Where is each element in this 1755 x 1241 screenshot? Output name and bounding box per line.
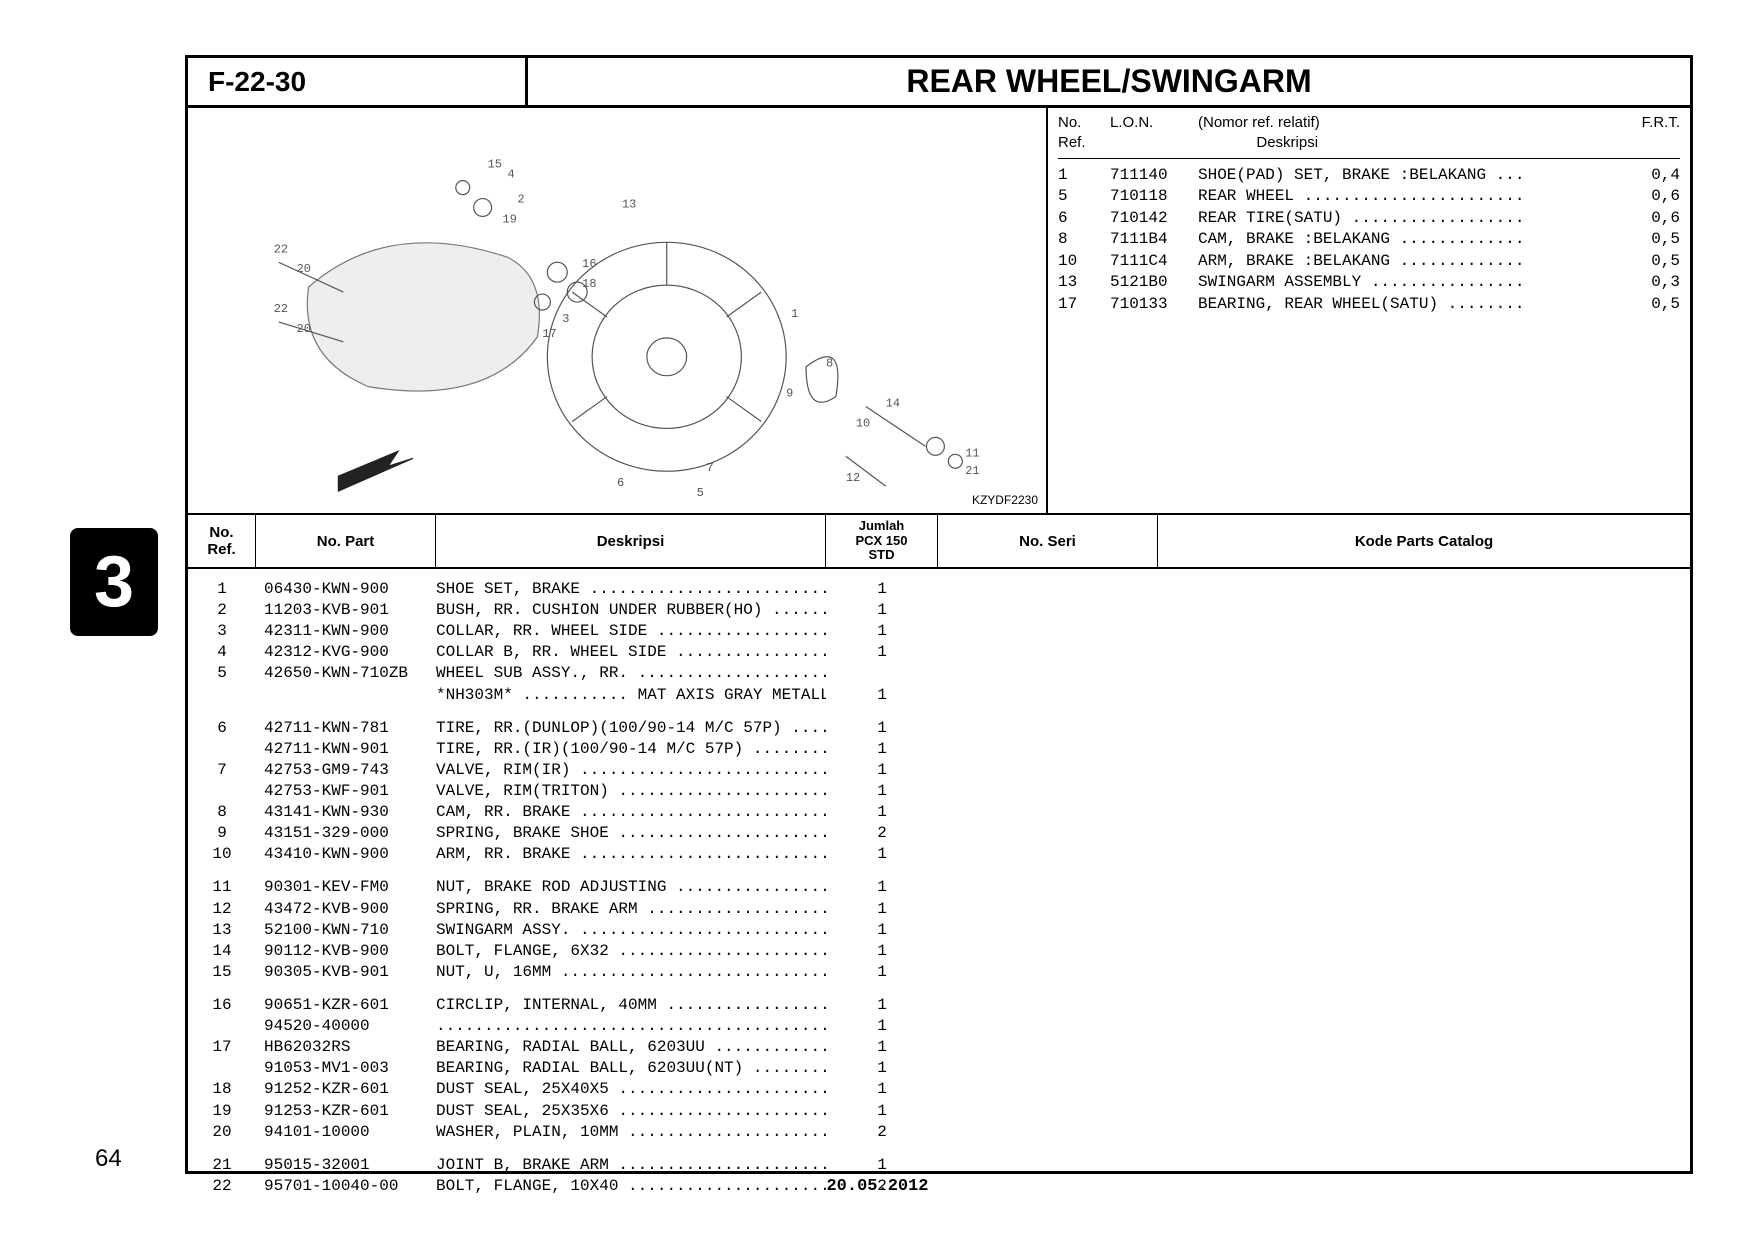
svg-text:12: 12 [846,471,860,485]
ref-header-frt: F.R.T. [1620,113,1680,154]
exploded-diagram: 11 21 14 10 8 13 15 4 2 19 16 18 3 17 22… [188,108,1048,513]
page-number: 64 [95,1145,122,1173]
ref-header-lon: L.O.N. [1110,113,1198,154]
svg-text:10: 10 [856,416,870,430]
parts-header-desc: Deskripsi [436,515,826,567]
parts-row: 17HB62032RSBEARING, RADIAL BALL, 6203UU … [188,1037,1690,1058]
parts-row: 1043410-KWN-900ARM, RR. BRAKE ..........… [188,844,1690,865]
page-frame: F-22-30 REAR WHEEL/SWINGARM [185,55,1693,1174]
ref-header-noref: No.Ref. [1058,113,1110,154]
svg-text:1: 1 [791,307,798,321]
parts-row: 42753-KWF-901VALVE, RIM(TRITON) ........… [188,781,1690,802]
parts-row: 1243472-KVB-900SPRING, RR. BRAKE ARM ...… [188,899,1690,920]
ref-header-desc-label: Deskripsi [1256,134,1318,151]
parts-row: 1590305-KVB-901NUT, U, 16MM ............… [188,962,1690,983]
ref-row: 17710133BEARING, REAR WHEEL(SATU) ......… [1058,294,1680,316]
parts-row: 943151-329-000SPRING, BRAKE SHOE .......… [188,823,1690,844]
ref-row: 6710142REAR TIRE(SATU) .................… [1058,208,1680,230]
parts-row: 1991253-KZR-601DUST SEAL, 25X35X6 ......… [188,1101,1690,1122]
svg-text:15: 15 [488,158,502,172]
ref-row: 5710118REAR WHEEL ......................… [1058,186,1680,208]
parts-row: 106430-KWN-900SHOE SET, BRAKE ..........… [188,579,1690,600]
parts-row: 2195015-32001JOINT B, BRAKE ARM ........… [188,1155,1690,1176]
parts-row: 211203-KVB-901BUSH, RR. CUSHION UNDER RU… [188,600,1690,621]
reference-table: No.Ref. L.O.N. (Nomor ref. relatif) Desk… [1048,108,1690,513]
svg-text:FR.: FR. [398,448,416,459]
svg-text:14: 14 [886,397,900,411]
svg-text:4: 4 [508,168,515,182]
parts-row: 1690651-KZR-601CIRCLIP, INTERNAL, 40MM .… [188,995,1690,1016]
ref-header-desc-top: (Nomor ref. relatif) [1198,114,1320,131]
parts-header-seri: No. Seri [938,515,1158,567]
parts-row: 94520-40000.............................… [188,1016,1690,1037]
ref-row: 1711140SHOE(PAD) SET, BRAKE :BELAKANG ..… [1058,165,1680,187]
parts-table-header: No.Ref. No. Part Deskripsi JumlahPCX 150… [188,515,1690,569]
svg-text:7: 7 [707,461,714,475]
header-row: F-22-30 REAR WHEEL/SWINGARM [188,58,1690,108]
parts-row: *NH303M* ........... MAT AXIS GRAY METAL… [188,685,1690,706]
parts-row: 1490112-KVB-900BOLT, FLANGE, 6X32 ......… [188,941,1690,962]
section-code: F-22-30 [188,58,528,105]
parts-row: 542650-KWN-710ZBWHEEL SUB ASSY., RR. ...… [188,663,1690,684]
parts-header-noref: No.Ref. [188,515,256,567]
parts-row: 1190301-KEV-FM0NUT, BRAKE ROD ADJUSTING … [188,877,1690,898]
parts-row: 2094101-10000WASHER, PLAIN, 10MM .......… [188,1122,1690,1143]
parts-row: 1352100-KWN-710SWINGARM ASSY. ..........… [188,920,1690,941]
parts-row: 843141-KWN-930CAM, RR. BRAKE ...........… [188,802,1690,823]
parts-row: 642711-KWN-781TIRE, RR.(DUNLOP)(100/90-1… [188,718,1690,739]
svg-text:20: 20 [297,322,311,336]
parts-header-kode: Kode Parts Catalog [1158,515,1690,567]
svg-text:3: 3 [562,312,569,326]
ref-row: 107111C4ARM, BRAKE :BELAKANG ...........… [1058,251,1680,273]
ref-table-header: No.Ref. L.O.N. (Nomor ref. relatif) Desk… [1058,113,1680,159]
section-title: REAR WHEEL/SWINGARM [528,63,1690,100]
parts-row: 42711-KWN-901TIRE, RR.(IR)(100/90-14 M/C… [188,739,1690,760]
footer-date: 20.05.2012 [0,1177,1755,1196]
parts-row: 442312-KVG-900COLLAR B, RR. WHEEL SIDE .… [188,642,1690,663]
section-tab: 3 [70,528,158,636]
parts-row: 342311-KWN-900COLLAR, RR. WHEEL SIDE ...… [188,621,1690,642]
diagram-code: KZYDF2230 [972,493,1038,507]
ref-header-desc: (Nomor ref. relatif) Deskripsi [1198,113,1620,154]
upper-region: 11 21 14 10 8 13 15 4 2 19 16 18 3 17 22… [188,108,1690,515]
diagram-svg: 11 21 14 10 8 13 15 4 2 19 16 18 3 17 22… [188,108,1046,513]
parts-row: 742753-GM9-743VALVE, RIM(IR) ...........… [188,760,1690,781]
svg-text:21: 21 [965,464,979,478]
svg-text:16: 16 [582,257,596,271]
svg-text:20: 20 [297,262,311,276]
ref-row: 87111B4CAM, BRAKE :BELAKANG ............… [1058,229,1680,251]
svg-text:6: 6 [617,476,624,490]
svg-text:17: 17 [542,327,556,341]
parts-header-part: No. Part [256,515,436,567]
svg-text:18: 18 [582,277,596,291]
svg-text:13: 13 [622,198,636,212]
svg-text:2: 2 [517,193,524,207]
parts-header-qty: JumlahPCX 150STD [826,515,938,567]
svg-text:22: 22 [274,302,288,316]
svg-text:11: 11 [965,446,979,460]
parts-table-body: 106430-KWN-900SHOE SET, BRAKE ..........… [188,569,1690,1197]
svg-text:19: 19 [503,212,517,226]
svg-text:8: 8 [826,357,833,371]
ref-table-body: 1711140SHOE(PAD) SET, BRAKE :BELAKANG ..… [1058,165,1680,316]
svg-text:9: 9 [786,387,793,401]
parts-row: 91053-MV1-003BEARING, RADIAL BALL, 6203U… [188,1058,1690,1079]
svg-text:22: 22 [274,242,288,256]
ref-row: 135121B0SWINGARM ASSEMBLY ..............… [1058,272,1680,294]
lower-region: No.Ref. No. Part Deskripsi JumlahPCX 150… [188,515,1690,1197]
parts-row: 1891252-KZR-601DUST SEAL, 25X40X5 ......… [188,1079,1690,1100]
svg-text:5: 5 [697,486,704,500]
